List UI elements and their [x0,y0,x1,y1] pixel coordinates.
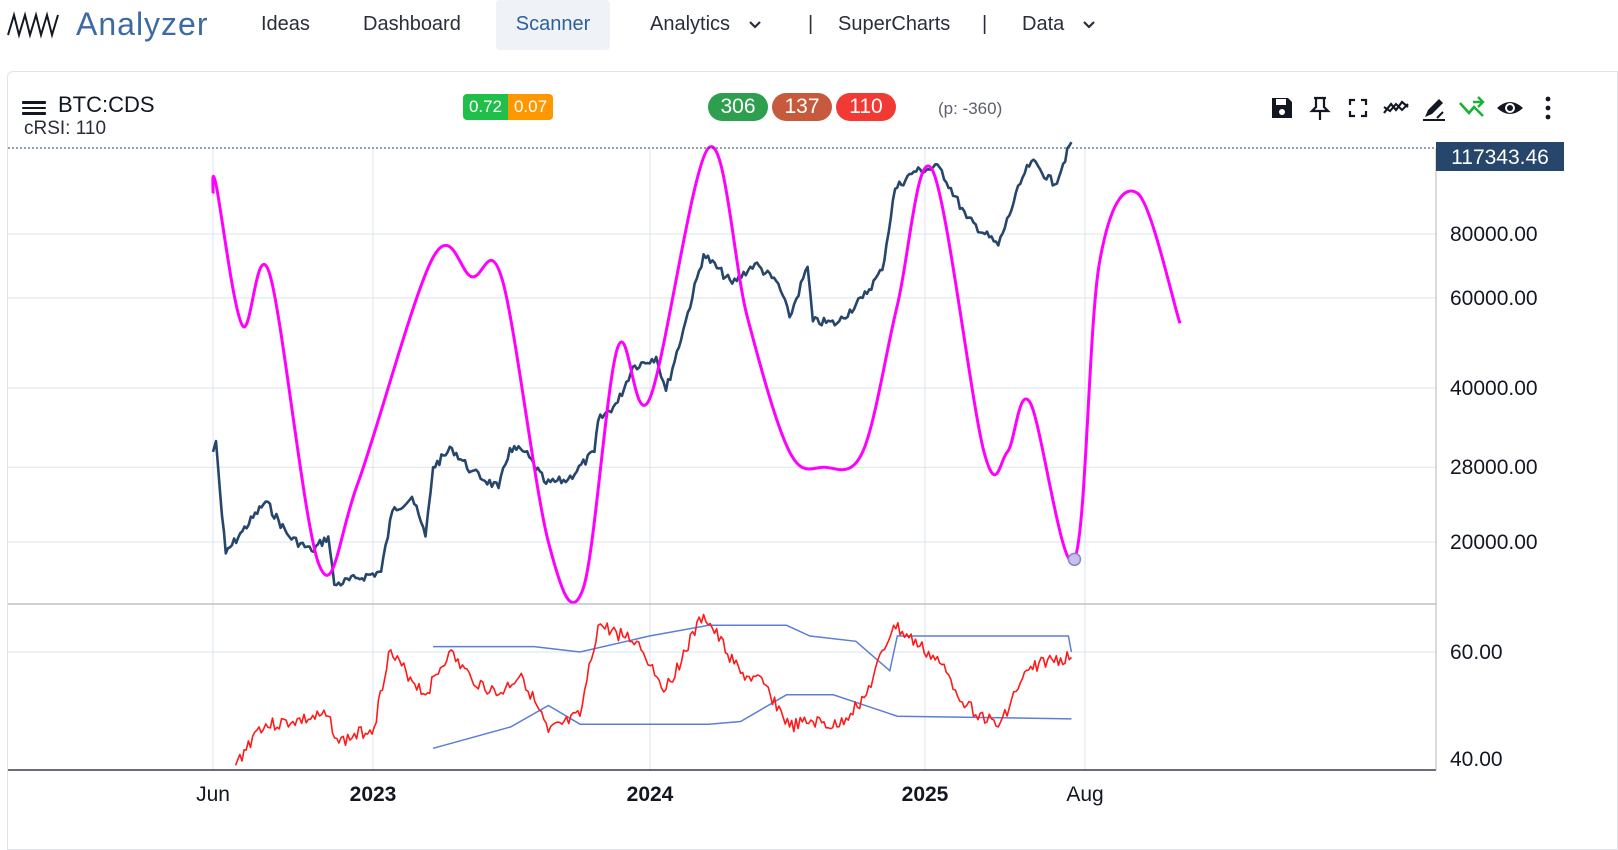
draw-icon[interactable] [1419,93,1449,123]
menu-icon[interactable] [22,98,46,118]
trend-icon[interactable] [1457,93,1487,123]
nav-separator: | [808,13,814,35]
count-badge-green: 306 [708,93,768,121]
eye-icon[interactable] [1495,93,1525,123]
wave-logo-icon [7,11,59,39]
more-vertical-icon[interactable] [1533,93,1563,123]
nav-separator: | [982,13,988,35]
pin-icon[interactable] [1305,93,1335,123]
nav-scanner[interactable]: Scanner [496,0,610,50]
nav-supercharts[interactable]: SuperCharts [838,13,951,35]
indicator-icon[interactable] [1381,93,1411,123]
save-icon[interactable] [1267,93,1297,123]
count-badge-red: 110 [836,93,896,121]
phase-note: (p: -360) [938,99,1003,118]
score-badge-green: 0.72 [463,94,508,120]
chevron-down-icon [748,20,761,29]
indicator-label: cRSI: 110 [24,118,107,139]
nav-dashboard[interactable]: Dashboard [363,13,461,35]
fullscreen-icon[interactable] [1343,93,1373,123]
logo[interactable]: Analyzer [6,6,209,42]
chart-card [7,71,1618,850]
nav-data-label: Data [1022,13,1065,35]
nav-data[interactable]: Data [1022,0,1096,50]
score-badge-orange: 0.07 [508,94,553,120]
symbol-label[interactable]: BTC:CDS [58,92,155,117]
count-badge-brown: 137 [772,93,832,121]
nav-ideas[interactable]: Ideas [261,13,310,35]
nav-analytics[interactable]: Analytics [650,0,762,50]
top-nav: Analyzer Ideas Dashboard Scanner Analyti… [0,0,1618,50]
logo-text: Analyzer [76,5,209,42]
chevron-down-icon [1083,20,1095,29]
nav-analytics-label: Analytics [650,13,731,35]
